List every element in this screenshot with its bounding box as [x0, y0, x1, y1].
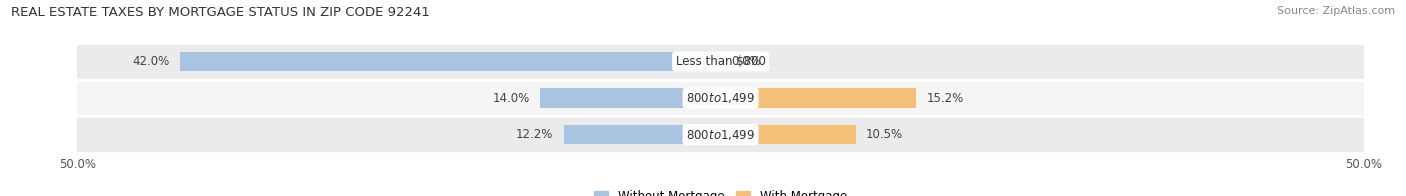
Bar: [180, 52, 721, 71]
Legend: Without Mortgage, With Mortgage: Without Mortgage, With Mortgage: [589, 185, 852, 196]
Text: 42.0%: 42.0%: [132, 55, 170, 68]
Bar: [721, 125, 856, 144]
Text: Source: ZipAtlas.com: Source: ZipAtlas.com: [1277, 6, 1395, 16]
Text: 14.0%: 14.0%: [494, 92, 530, 104]
Bar: [77, 116, 1364, 153]
Bar: [77, 43, 1364, 80]
Text: 10.5%: 10.5%: [866, 128, 903, 141]
Text: REAL ESTATE TAXES BY MORTGAGE STATUS IN ZIP CODE 92241: REAL ESTATE TAXES BY MORTGAGE STATUS IN …: [11, 6, 430, 19]
Bar: [564, 125, 721, 144]
Text: $800 to $1,499: $800 to $1,499: [686, 91, 755, 105]
Bar: [77, 80, 1364, 116]
Text: 15.2%: 15.2%: [927, 92, 963, 104]
Text: 12.2%: 12.2%: [516, 128, 554, 141]
Bar: [540, 88, 721, 108]
Text: $800 to $1,499: $800 to $1,499: [686, 128, 755, 142]
Text: Less than $800: Less than $800: [676, 55, 765, 68]
Text: 0.0%: 0.0%: [731, 55, 761, 68]
Bar: [721, 88, 917, 108]
